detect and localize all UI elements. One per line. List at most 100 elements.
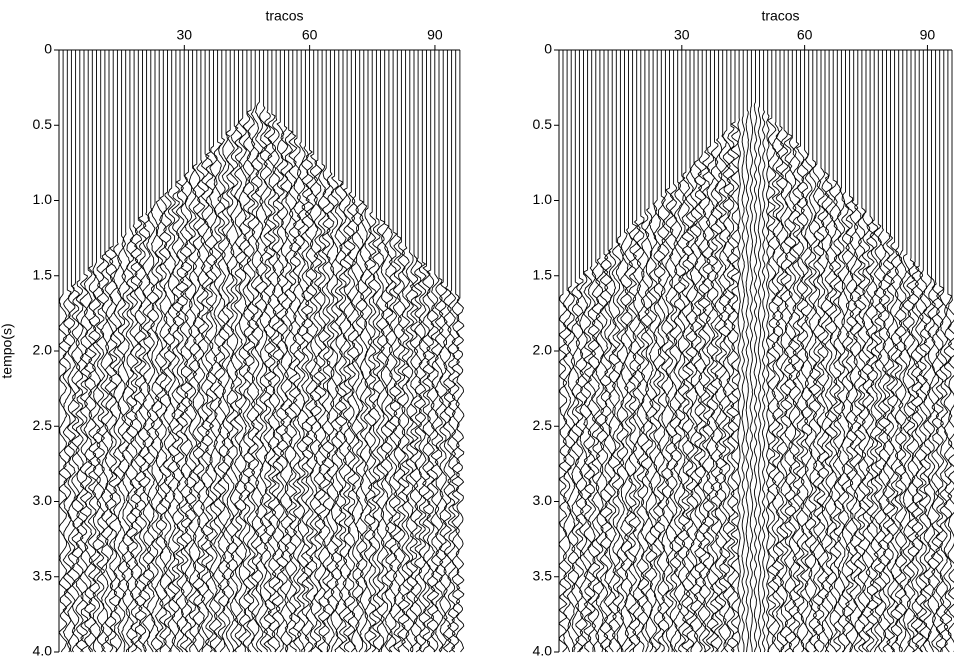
trace (264, 50, 272, 652)
y-tick-label: 0 (544, 41, 552, 57)
trace (742, 50, 745, 652)
y-tick-label: 2.0 (33, 342, 53, 358)
y-tick-label: 3.0 (533, 492, 553, 508)
trace (109, 50, 117, 652)
trace (364, 50, 372, 652)
trace (762, 50, 765, 652)
trace (301, 50, 309, 652)
trace (159, 50, 167, 652)
trace (944, 50, 952, 652)
traces (559, 50, 954, 652)
trace (738, 50, 741, 652)
x-tick-label: 30 (177, 27, 193, 43)
trace (645, 50, 653, 652)
y-tick-label: 1.5 (533, 266, 553, 282)
trace (255, 50, 263, 652)
trace (243, 50, 251, 652)
trace (809, 50, 817, 652)
trace (113, 50, 121, 652)
trace (59, 50, 67, 652)
trace (702, 50, 710, 652)
trace (758, 50, 761, 652)
x-tick-label: 30 (674, 27, 690, 43)
trace (641, 50, 649, 652)
trace (657, 50, 665, 652)
trace (251, 50, 259, 652)
trace (327, 50, 335, 652)
trace (600, 50, 608, 652)
y-tick-label: 3.5 (33, 567, 53, 583)
trace (376, 50, 384, 652)
trace (571, 50, 579, 652)
trace (694, 50, 702, 652)
trace (746, 50, 749, 652)
trace (184, 50, 192, 652)
y-tick-label: 1.0 (33, 191, 53, 207)
trace (592, 50, 600, 652)
trace (322, 50, 330, 652)
trace (706, 50, 714, 652)
trace (596, 50, 604, 652)
x-axis-label: tracos (761, 8, 799, 24)
trace (410, 50, 418, 652)
trace (431, 50, 439, 652)
trace (209, 50, 217, 652)
trace (750, 50, 753, 652)
trace (850, 50, 858, 652)
trace (414, 50, 422, 652)
y-tick-label: 3.0 (33, 492, 53, 508)
trace (84, 50, 92, 652)
trace (134, 50, 142, 652)
trace (385, 50, 393, 652)
y-tick-label: 1.0 (533, 191, 553, 207)
y-tick-label: 2.5 (33, 417, 53, 433)
x-tick-label: 90 (427, 27, 443, 43)
trace (682, 50, 690, 652)
trace (801, 50, 809, 652)
trace (891, 50, 899, 652)
trace (368, 50, 376, 652)
trace (448, 50, 456, 652)
trace (776, 50, 784, 652)
trace (439, 50, 447, 652)
y-tick-label: 1.5 (33, 266, 53, 282)
x-tick-label: 60 (797, 27, 813, 43)
y-tick-label: 0.5 (533, 116, 553, 132)
trace (754, 50, 757, 652)
trace (155, 50, 163, 652)
trace (318, 50, 326, 652)
trace (393, 50, 401, 652)
x-tick-label: 90 (920, 27, 936, 43)
trace (130, 50, 138, 652)
y-tick-label: 2.5 (533, 417, 553, 433)
trace (118, 50, 126, 652)
x-axis-label: tracos (265, 8, 303, 24)
trace (796, 50, 804, 652)
y-tick-label: 2.0 (533, 342, 553, 358)
trace (813, 50, 821, 652)
y-axis-label: tempo(s) (0, 323, 15, 378)
y-tick-label: 4.0 (533, 643, 553, 659)
x-tick-label: 60 (302, 27, 318, 43)
trace (580, 50, 588, 652)
trace (268, 50, 276, 652)
trace (915, 50, 923, 652)
trace (176, 50, 184, 652)
trace (180, 50, 188, 652)
trace (360, 50, 368, 652)
traces (59, 50, 464, 652)
trace (218, 50, 226, 652)
trace (805, 50, 813, 652)
trace (731, 50, 739, 652)
trace (247, 50, 255, 652)
trace (435, 50, 443, 652)
trace (936, 50, 944, 652)
figure: 0 0.5 1.0 1.5 2.0 2.5 3.0 3.5 4.0 30 60 90 tracos tem… (0, 0, 954, 660)
trace (620, 50, 628, 652)
trace (567, 50, 575, 652)
trace (927, 50, 935, 652)
trace (845, 50, 853, 652)
y-tick-label: 0 (44, 41, 52, 57)
trace (343, 50, 351, 652)
